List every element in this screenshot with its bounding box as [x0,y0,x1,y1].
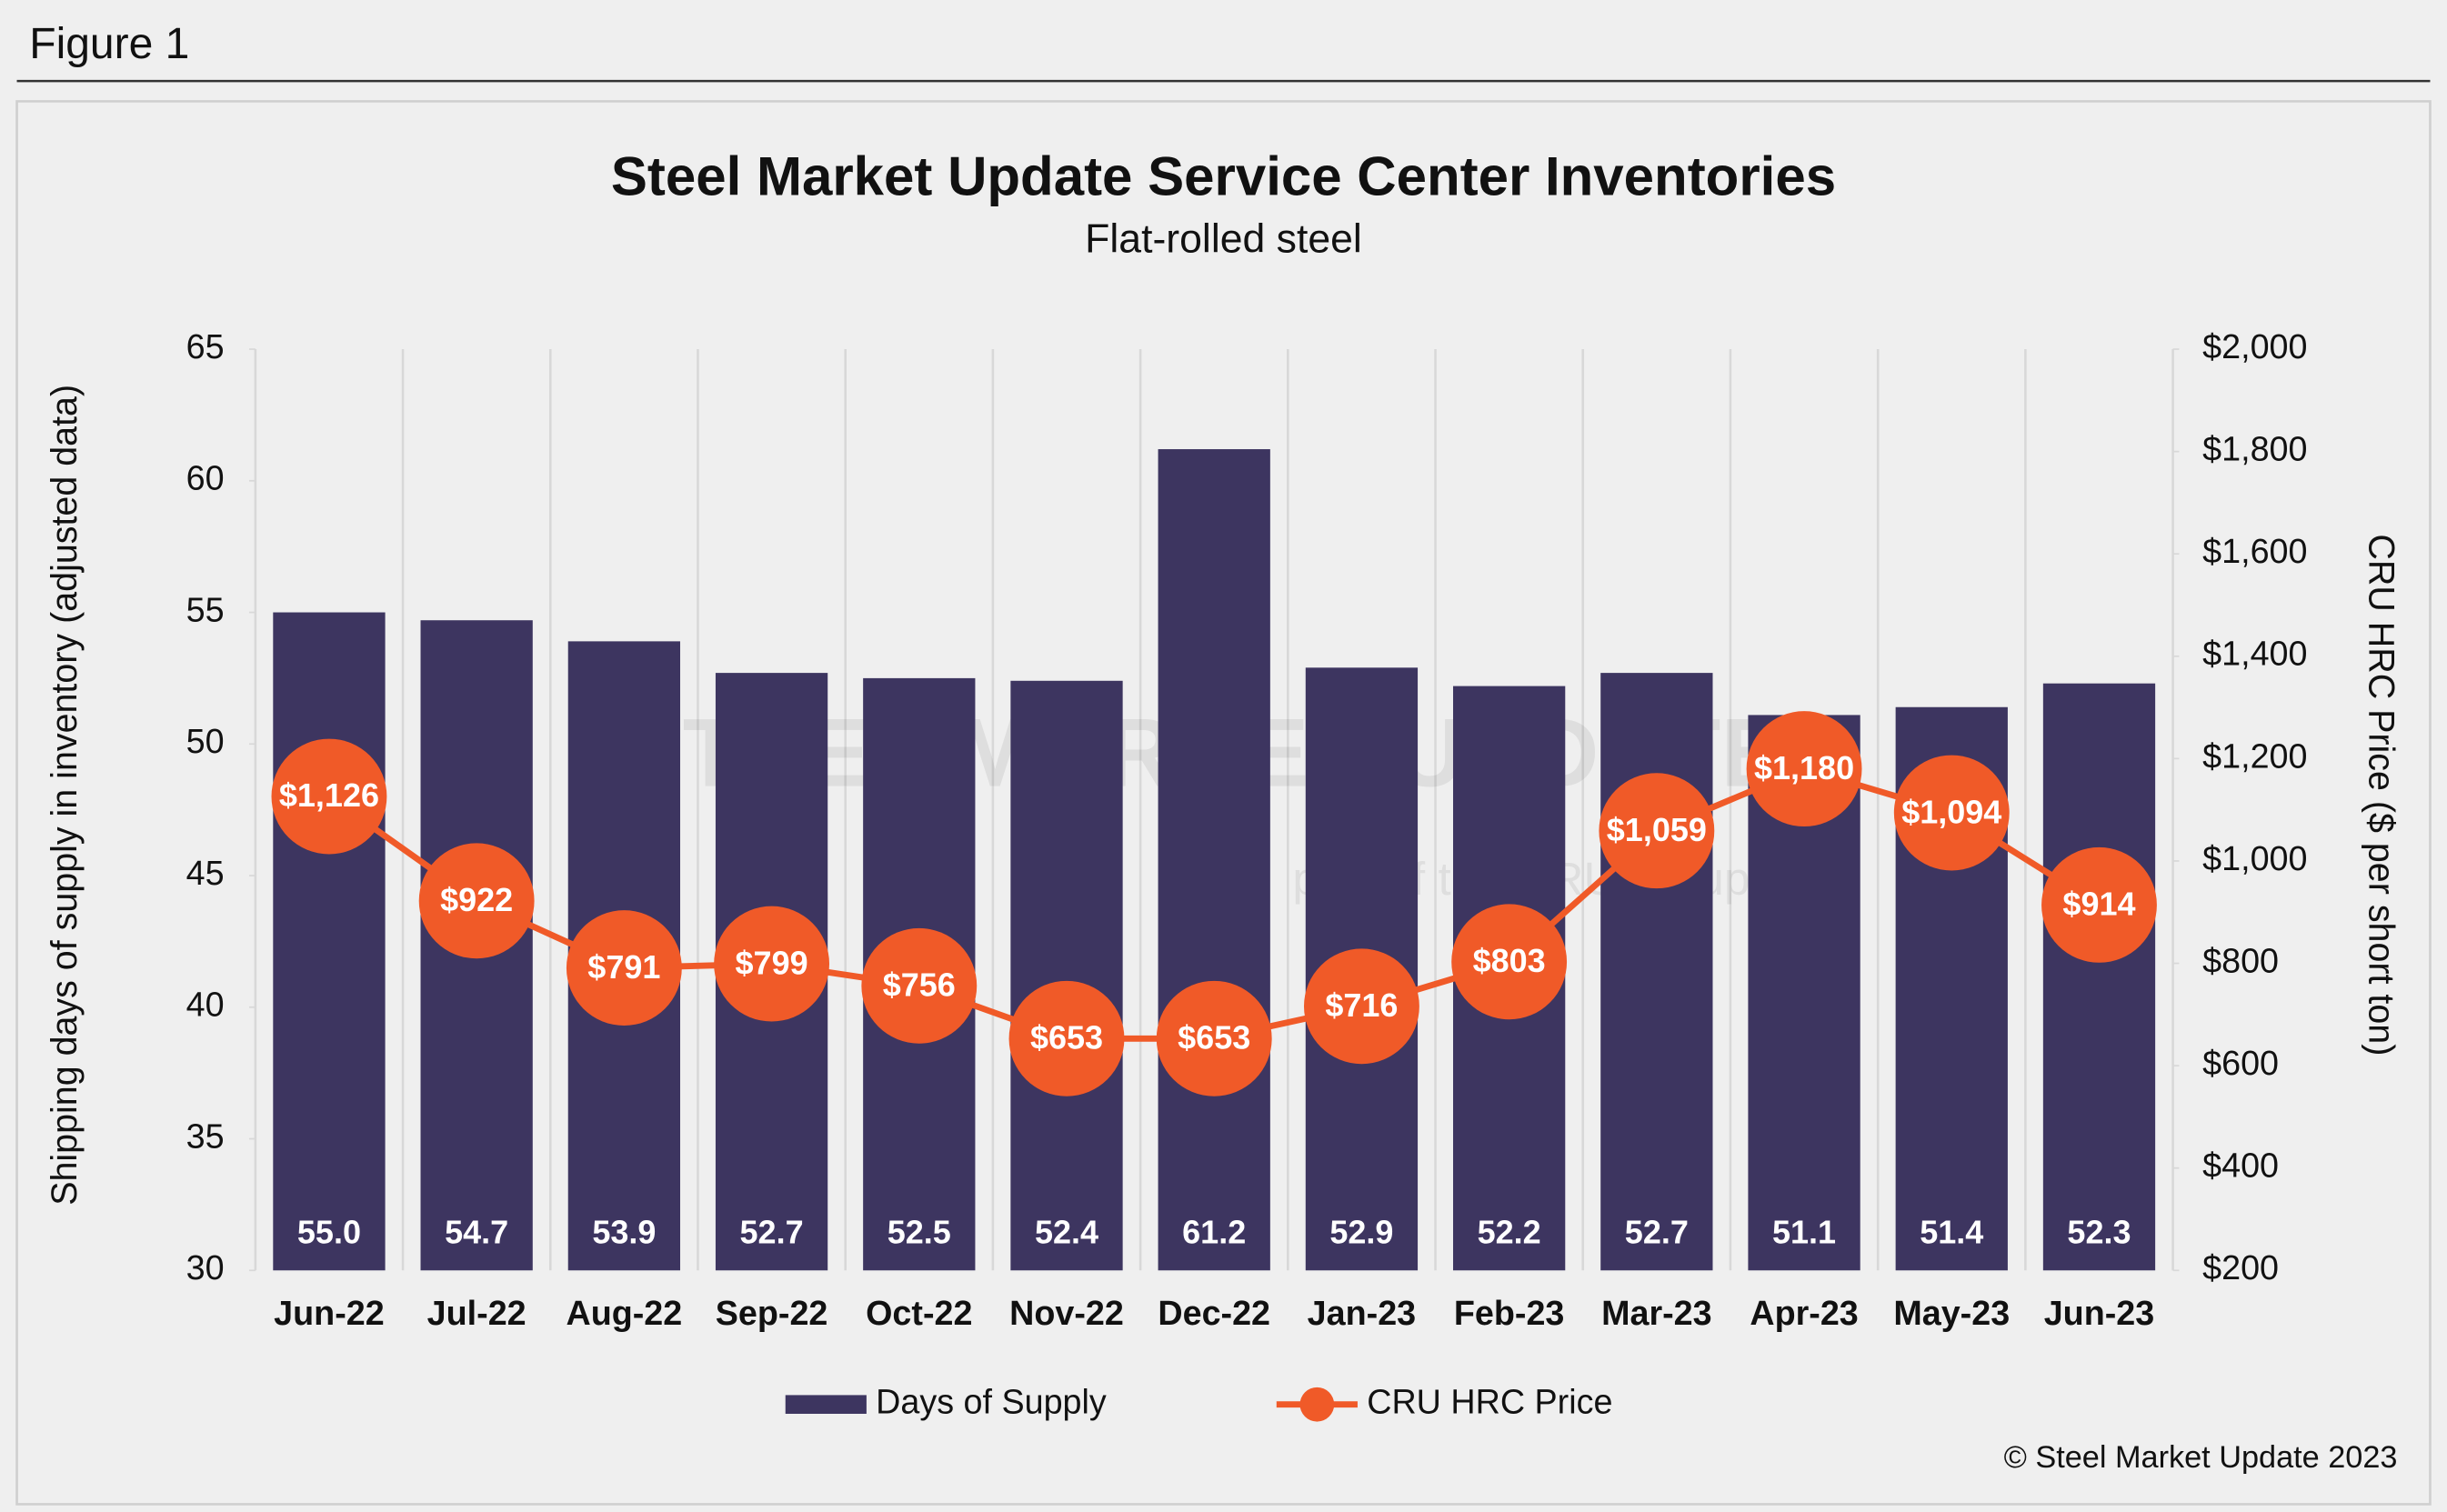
y2-tick-label: $800 [2202,941,2279,979]
x-tick-label: May-23 [1893,1294,2010,1332]
bar-value-label: 52.3 [2067,1213,2131,1250]
y2-tick-label: $2,000 [2202,327,2307,365]
bar-value-label: 52.9 [1329,1213,1393,1250]
price-marker [271,738,387,855]
price-marker [1156,980,1272,1096]
price-label: $653 [1030,1018,1103,1056]
y2-tick-label: $1,400 [2202,635,2307,673]
bar [1010,680,1123,1271]
x-tick-label: Mar-23 [1601,1294,1712,1332]
x-tick-label: Jul-22 [427,1294,527,1332]
copyright: © Steel Market Update 2023 [2004,1440,2398,1475]
bar [2042,683,2156,1271]
price-marker [1599,773,1715,889]
y2-tick-label: $1,200 [2202,736,2307,775]
bar [273,612,386,1271]
legend-label: Days of Supply [876,1383,1107,1421]
x-tick-label: Aug-22 [566,1294,682,1332]
price-marker [2041,846,2157,963]
price-marker [418,843,535,959]
x-tick-label: Sep-22 [716,1294,828,1332]
legend-marker [1299,1387,1335,1422]
x-tick-label: Nov-22 [1009,1294,1124,1332]
bar-value-label: 55.0 [297,1213,361,1250]
y-tick-label: 60 [186,459,225,497]
y-tick-label: 40 [186,986,225,1024]
price-marker [1746,711,1862,827]
price-label: $799 [736,944,808,981]
x-tick-label: Jun-23 [2044,1294,2155,1332]
price-marker [714,906,830,1022]
price-label: $922 [440,881,513,918]
bar-value-label: 54.7 [445,1213,508,1250]
bar-value-label: 52.2 [1478,1213,1541,1250]
y2-tick-label: $200 [2202,1248,2279,1287]
x-tick-label: Apr-23 [1750,1294,1858,1332]
x-tick-label: Dec-22 [1158,1294,1270,1332]
y2-tick-label: $1,000 [2202,839,2307,877]
price-label: $756 [883,966,956,1004]
bar-value-label: 61.2 [1182,1213,1246,1250]
price-label: $803 [1473,942,1546,979]
x-tick-label: Jan-23 [1308,1294,1416,1332]
chart-subtitle: Flat-rolled steel [1085,217,1362,262]
bar-value-label: 53.9 [592,1213,656,1250]
y2-tick-label: $1,800 [2202,430,2307,468]
price-marker [861,927,978,1044]
y-tick-label: 55 [186,590,225,628]
bar-value-label: 51.4 [1920,1213,1983,1250]
price-marker [1893,755,2010,871]
bar [1600,673,1713,1271]
bar-value-label: 52.7 [1625,1213,1689,1250]
price-marker [1303,948,1419,1065]
y-tick-label: 65 [186,327,225,365]
price-label: $653 [1178,1018,1250,1056]
chart-title: Steel Market Update Service Center Inven… [611,146,1836,207]
price-label: $1,180 [1754,749,1854,786]
legend-swatch [785,1395,867,1414]
y-tick-label: 30 [186,1248,225,1287]
bar-value-label: 52.4 [1035,1213,1098,1250]
y2-axis-label: CRU HRC Price ($ per short ton) [2361,534,2401,1056]
x-tick-label: Oct-22 [866,1294,972,1332]
bar-value-label: 52.5 [888,1213,951,1250]
price-label: $1,126 [279,776,379,814]
bar [1158,449,1270,1271]
price-marker [1451,904,1568,1020]
y-tick-label: 35 [186,1116,225,1155]
price-label: $914 [2062,886,2135,923]
y2-tick-label: $1,600 [2202,532,2307,570]
price-label: $791 [587,948,660,986]
bar-value-label: 51.1 [1772,1213,1836,1250]
y2-tick-label: $400 [2202,1147,2279,1185]
y-tick-label: 45 [186,854,225,892]
x-tick-label: Jun-22 [274,1294,385,1332]
price-label: $1,094 [1901,793,2001,830]
price-label: $1,059 [1607,811,1707,848]
figure-label: Figure 1 [29,20,189,68]
price-marker [566,910,682,1026]
legend-label: CRU HRC Price [1367,1383,1612,1421]
y-tick-label: 50 [186,722,225,760]
price-marker [1008,980,1125,1096]
y2-tick-label: $600 [2202,1044,2279,1082]
y-axis-label: Shipping days of supply in inventory (ad… [45,385,85,1206]
bar-value-label: 52.7 [740,1213,804,1250]
x-tick-label: Feb-23 [1454,1294,1565,1332]
price-label: $716 [1325,986,1398,1024]
